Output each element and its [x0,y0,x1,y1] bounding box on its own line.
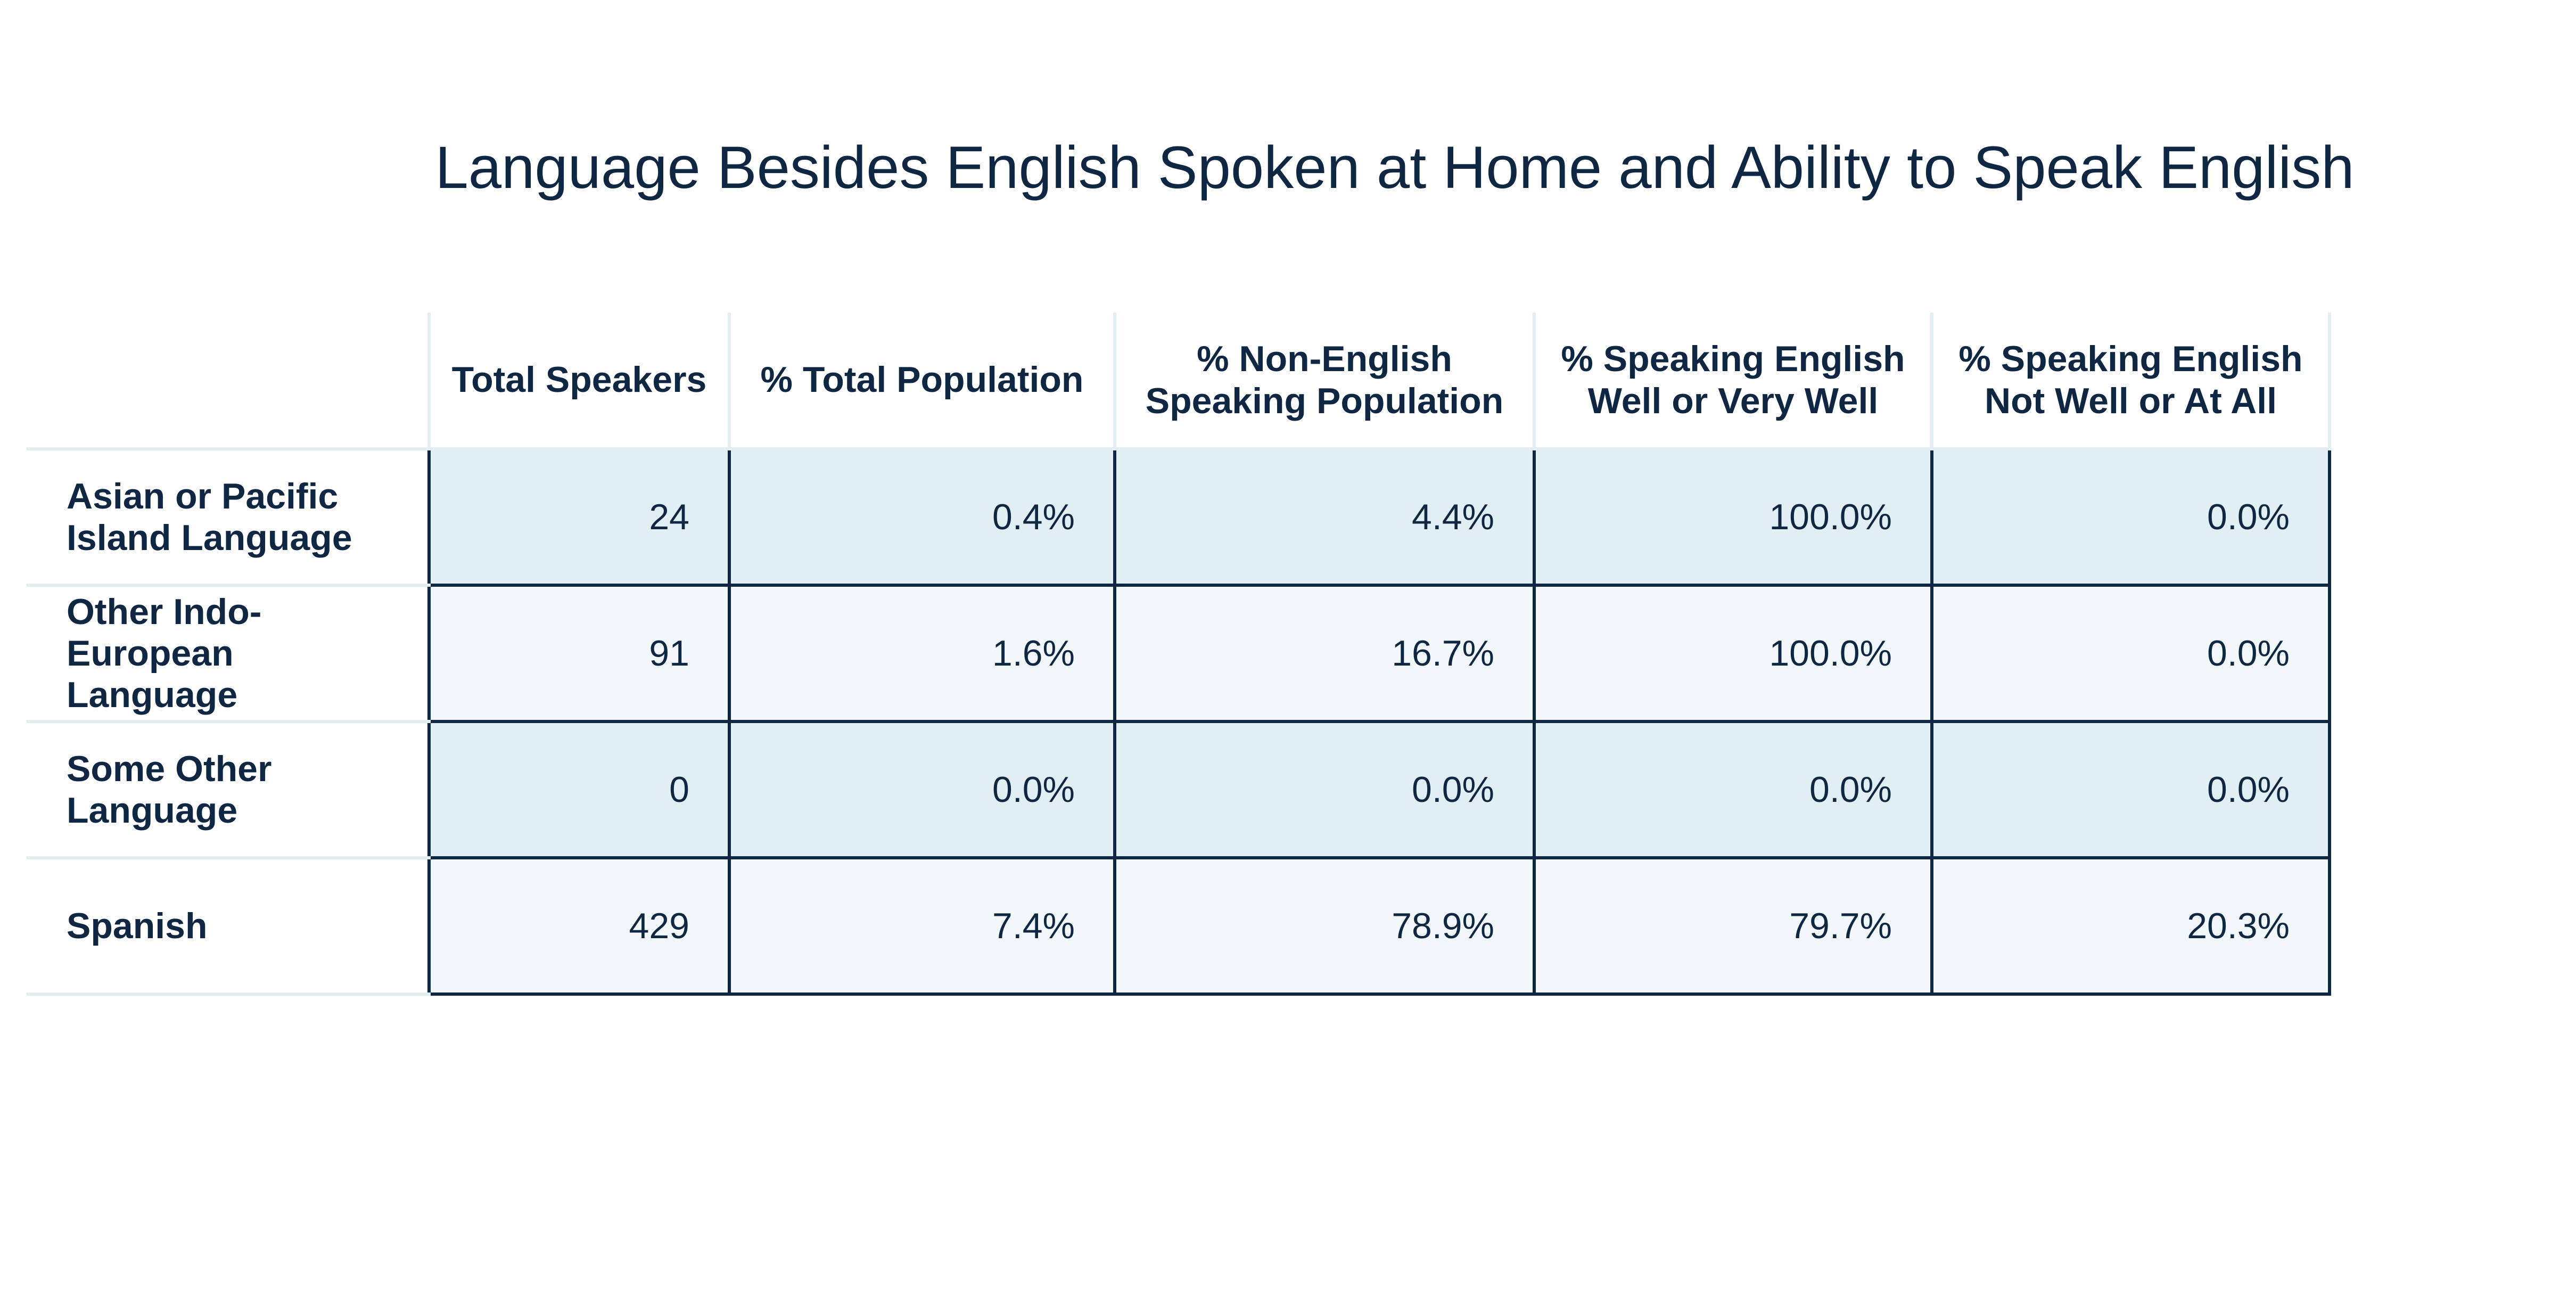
column-header-line: % Speaking English [1958,339,2303,380]
table-cell: 78.9% [1113,856,1536,996]
row-header-line: Some Other [67,748,272,789]
table-cell: 24 [427,447,731,587]
table-cell: 79.7% [1533,856,1933,996]
table-cell: 1.6% [728,584,1116,723]
column-header: % Non-English Speaking Population [1113,313,1536,450]
column-header-line: % Total Population [760,359,1084,400]
header-row: Total Speakers % Total Population % Non-… [27,313,2331,450]
column-header: % Total Population [728,313,1116,450]
table-row: Spanish 429 7.4% 78.9% 79.7% 20.3% [27,856,2331,996]
table-cell: 16.7% [1113,584,1536,723]
row-header-line: Island Language [67,518,352,558]
table-cell: 0.0% [728,720,1116,859]
column-header-line: Total Speakers [451,359,707,400]
row-header: Spanish [27,858,429,996]
table-cell: 0.0% [1930,720,2331,859]
chart-title: Language Besides English Spoken at Home … [435,134,2355,201]
column-header: % Speaking English Well or Very Well [1533,313,1933,450]
table-cell: 429 [427,856,731,996]
table-cell: 7.4% [728,856,1116,996]
table-cell: 100.0% [1533,447,1933,587]
column-header-line: % Speaking English [1561,339,1905,380]
header-corner-cell [27,313,431,450]
row-header: Other Indo- European Language [27,585,429,723]
row-header: Asian or Pacific Island Language [27,449,429,587]
table-cell: 0.0% [1930,447,2331,587]
column-header: Total Speakers [427,313,731,450]
column-header-line: Speaking Population [1145,380,1504,421]
row-header: Some Other Language [27,721,429,859]
table-cell: 0.0% [1930,584,2331,723]
table-cell: 20.3% [1930,856,2331,996]
row-header-line: Asian or Pacific [67,475,339,516]
data-table-container: Total Speakers % Total Population % Non-… [27,313,2331,996]
table-row: Asian or Pacific Island Language 24 0.4%… [27,447,2331,587]
column-header: % Speaking English Not Well or At All [1930,313,2331,450]
table-cell: 91 [427,584,731,723]
row-header-line: Spanish [67,905,208,946]
table-cell: 0 [427,720,731,859]
table-cell: 0.0% [1533,720,1933,859]
table-row: Other Indo- European Language 91 1.6% 16… [27,584,2331,723]
table-cell: 0.0% [1113,720,1536,859]
row-header-line: Language [67,790,238,831]
table-cell: 4.4% [1113,447,1536,587]
column-header-line: Well or Very Well [1587,380,1879,421]
data-table: Total Speakers % Total Population % Non-… [27,313,2331,996]
row-header-line: Other Indo- [67,591,262,632]
row-header-line: European Language [67,633,238,716]
column-header-line: % Non-English [1197,339,1452,380]
table-cell: 0.4% [728,447,1116,587]
table-cell: 100.0% [1533,584,1933,723]
column-header-line: Not Well or At All [1984,380,2277,421]
table-row: Some Other Language 0 0.0% 0.0% 0.0% 0.0… [27,720,2331,859]
